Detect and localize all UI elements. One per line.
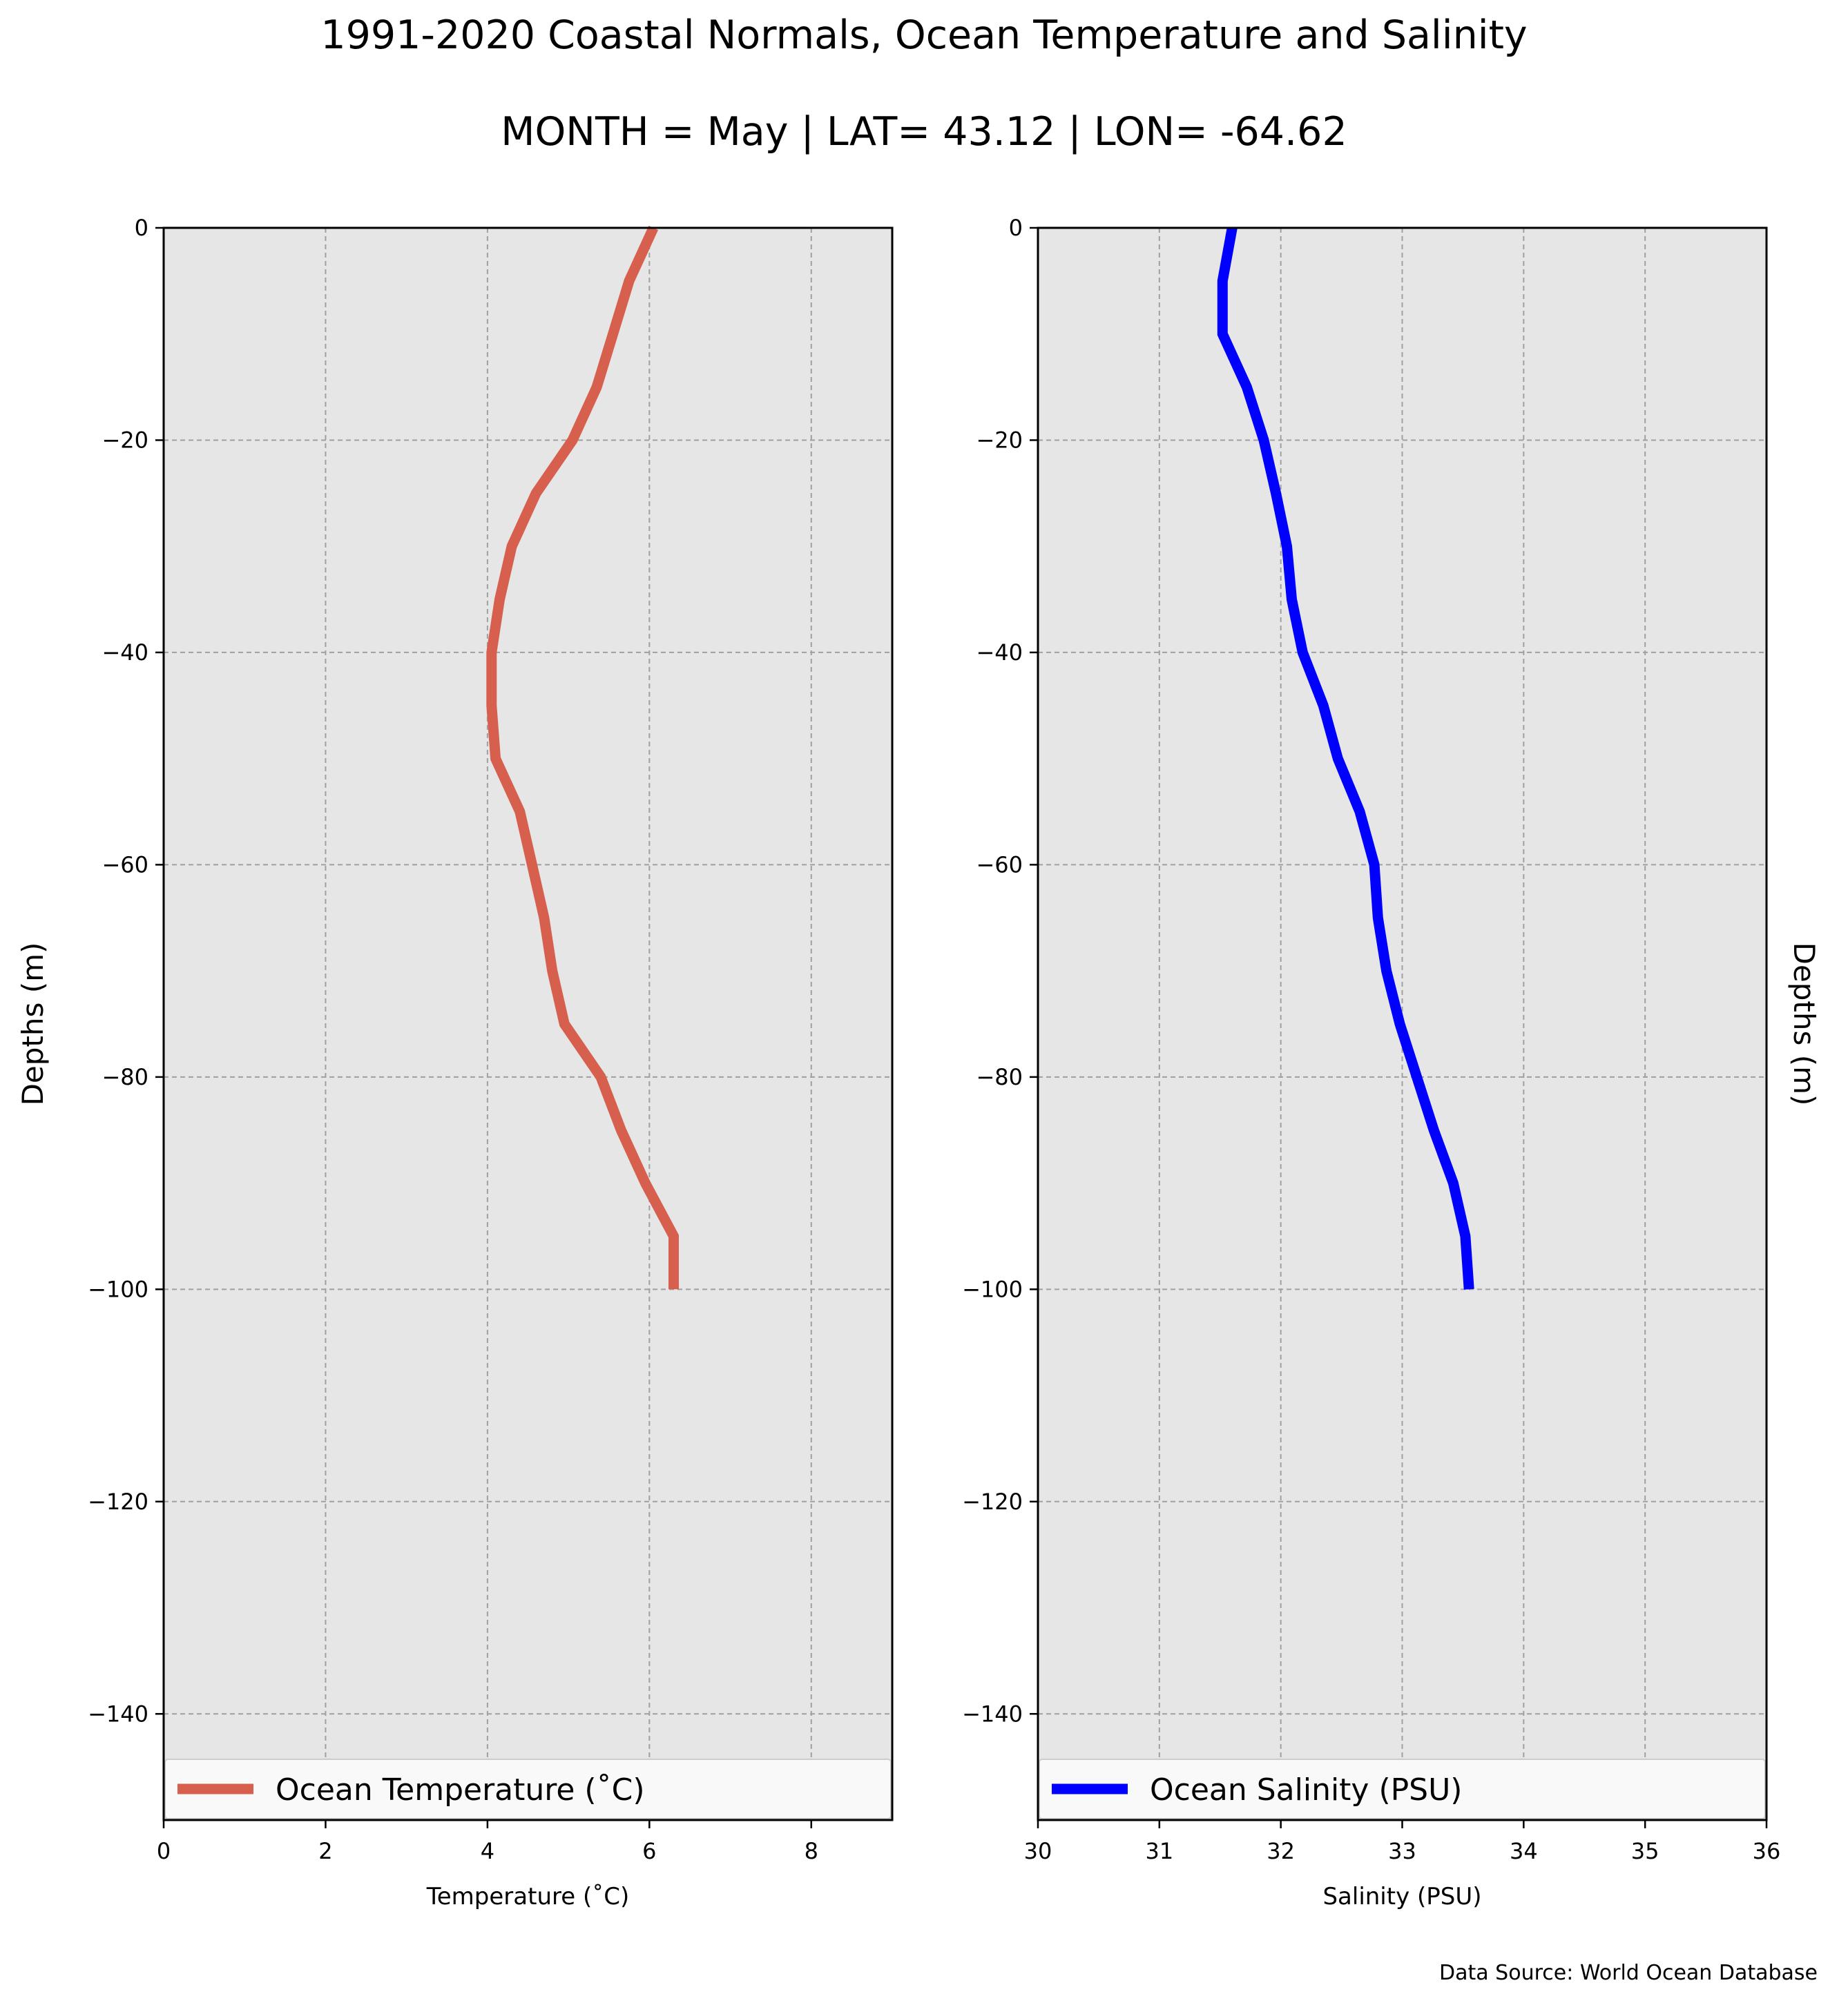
y-tick-label: −20 xyxy=(976,427,1023,453)
chart-subtitle: MONTH = May | LAT= 43.12 | LON= -64.62 xyxy=(501,109,1347,155)
y-axis-label: Depths (m) xyxy=(16,942,50,1106)
y-tick-label: −20 xyxy=(102,427,148,453)
x-axis-label: Salinity (PSU) xyxy=(1322,1883,1481,1910)
data-point xyxy=(1222,280,1223,282)
salinity-panel: Ocean Salinity (PSU) 30 31 32 33 34 35 36 0 −20 −4… xyxy=(962,215,1821,1910)
data-point xyxy=(1374,864,1375,865)
data-point xyxy=(1359,811,1360,813)
data-point xyxy=(499,599,500,600)
y-tick-label: −40 xyxy=(976,639,1023,666)
x-tick-label: 36 xyxy=(1753,1838,1781,1864)
y-axis-label: Depths (m) xyxy=(1787,942,1821,1106)
chart-title: 1991-2020 Coastal Normals, Ocean Tempera… xyxy=(320,12,1528,58)
y-tick-label: −40 xyxy=(102,639,148,666)
y-tick-label: −140 xyxy=(88,1701,148,1727)
data-point xyxy=(673,1288,674,1290)
x-tick-label: 31 xyxy=(1145,1838,1173,1864)
legend-box xyxy=(164,1759,892,1819)
x-tick-label: 4 xyxy=(481,1838,494,1864)
y-tick-label: −60 xyxy=(102,851,148,878)
y-tick-label: −60 xyxy=(976,851,1023,878)
x-tick-label: 6 xyxy=(642,1838,656,1864)
x-tick-label: 32 xyxy=(1267,1838,1295,1864)
data-point xyxy=(1322,705,1324,706)
x-tick-label: 0 xyxy=(157,1838,171,1864)
x-tick-label: 34 xyxy=(1510,1838,1538,1864)
x-tick-label: 30 xyxy=(1024,1838,1052,1864)
y-tick-label: −80 xyxy=(102,1064,148,1090)
data-point xyxy=(495,758,497,759)
data-point xyxy=(564,1023,565,1025)
legend-box xyxy=(1039,1759,1766,1819)
temperature-panel: Ocean Temperature (˚C) 0 2 4 6 8 0 −20 −40 −60 −80… xyxy=(16,215,894,1910)
x-axis-label: Temperature (˚C) xyxy=(426,1883,629,1910)
data-source-note: Data Source: World Ocean Database xyxy=(1439,1961,1818,1985)
y-tick-label: 0 xyxy=(135,215,148,241)
x-tick-label: 35 xyxy=(1631,1838,1659,1864)
data-point xyxy=(1416,1076,1418,1078)
data-point xyxy=(1291,599,1292,600)
data-point xyxy=(519,811,521,813)
data-point xyxy=(1468,1288,1470,1290)
data-point xyxy=(1399,1023,1401,1025)
legend-label: Ocean Salinity (PSU) xyxy=(1150,1772,1462,1808)
y-tick-label: −120 xyxy=(88,1489,148,1515)
data-point xyxy=(628,280,630,282)
x-tick-label: 2 xyxy=(318,1838,332,1864)
x-tick-label: 8 xyxy=(805,1838,818,1864)
data-point xyxy=(491,705,492,706)
y-tick-label: −140 xyxy=(962,1701,1023,1727)
y-tick-label: 0 xyxy=(1009,215,1023,241)
plot-background xyxy=(164,228,892,1820)
data-point xyxy=(1222,333,1223,335)
data-point xyxy=(535,492,537,494)
legend-label: Ocean Temperature (˚C) xyxy=(276,1772,645,1808)
y-tick-label: −120 xyxy=(962,1489,1023,1515)
x-tick-label: 33 xyxy=(1388,1838,1416,1864)
axes-frame xyxy=(162,226,894,1821)
y-tick-label: −80 xyxy=(976,1064,1023,1090)
y-tick-label: −100 xyxy=(962,1276,1023,1302)
y-tick-label: −100 xyxy=(88,1276,148,1302)
data-point xyxy=(673,1235,674,1237)
